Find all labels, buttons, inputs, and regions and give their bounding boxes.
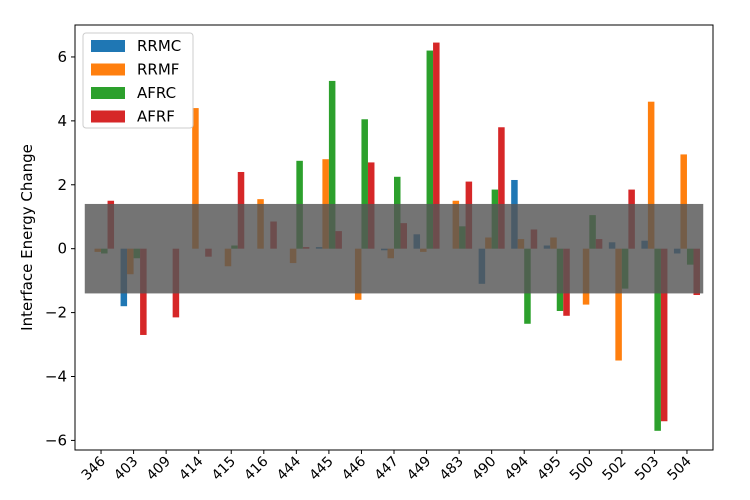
- y-tick-label: −2: [45, 304, 67, 322]
- bar-afrf-490: [498, 127, 505, 249]
- legend-swatch-rrmc: [91, 40, 125, 52]
- y-tick-label: 0: [57, 240, 67, 258]
- threshold-band: [84, 203, 704, 294]
- legend-swatch-afrf: [91, 110, 125, 123]
- bar-rrmf-502: [615, 248, 622, 361]
- bar-afrc-503: [654, 248, 661, 431]
- bar-rrmf-445: [322, 159, 329, 249]
- legend-label-afrf: AFRF: [137, 108, 175, 126]
- bar-rrmf-414: [192, 108, 199, 249]
- legend-swatch-rrmf: [91, 63, 125, 76]
- legend-label-rrmf: RRMF: [137, 61, 179, 79]
- y-tick-label: 2: [57, 176, 67, 194]
- legend: RRMC RRMF AFRC AFRF: [82, 32, 194, 129]
- y-tick-label: 6: [57, 48, 67, 66]
- bar-afrc-445: [328, 80, 336, 249]
- legend-label-afrc: AFRC: [137, 84, 176, 102]
- bar-afrc-446: [361, 119, 368, 249]
- y-tick-label: 4: [57, 112, 67, 130]
- y-tick-label: −4: [45, 368, 67, 386]
- legend-swatch-afrc: [91, 87, 125, 99]
- band-layer: [84, 203, 704, 294]
- legend-frame: [82, 32, 194, 129]
- bar-afrf-503: [660, 248, 668, 422]
- bar-rrmf-504: [680, 154, 687, 249]
- bar-afrf-449: [433, 42, 440, 249]
- bar-afrc-449: [426, 50, 434, 249]
- y-tick-label: −6: [45, 431, 67, 449]
- bar-rrmf-503: [647, 101, 655, 249]
- y-axis-label: Interface Energy Change: [18, 144, 36, 331]
- legend-label-rrmc: RRMC: [137, 37, 181, 55]
- y-axis: −6 −4 −2 0 2 4 6: [45, 48, 75, 449]
